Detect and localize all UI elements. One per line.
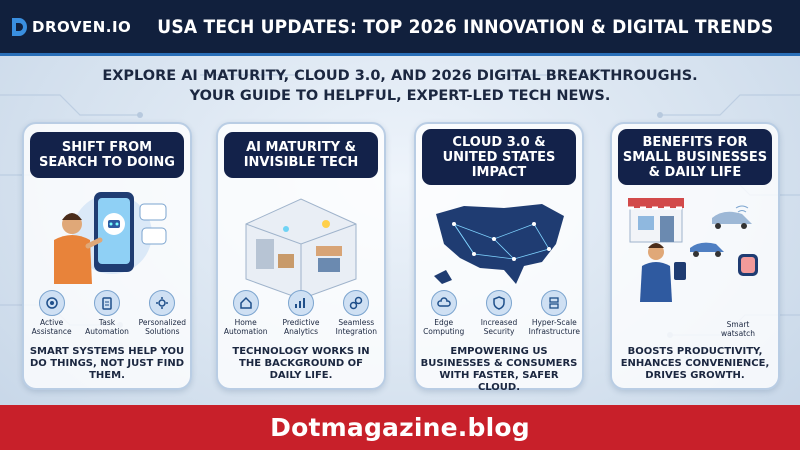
- feature-personalized-solutions: Personalized Solutions: [136, 290, 188, 336]
- gear-icon: [149, 290, 176, 316]
- cloud-icon: [430, 290, 457, 316]
- card-search-to-doing: SHIFT FROM SEARCH TO DOING Active Assist…: [22, 122, 192, 390]
- clipboard-icon: [93, 290, 120, 316]
- feature-label: Edge Computing: [423, 318, 465, 336]
- feature-label: Increased Security: [480, 318, 518, 336]
- feature-label: Seamless Integration: [335, 318, 377, 336]
- shield-icon: [485, 290, 512, 316]
- brand-logo[interactable]: DROVEN.IO: [10, 16, 131, 38]
- feature-icons: Smart watsatch: [612, 290, 778, 338]
- home-icon: [232, 290, 259, 316]
- card-small-business-benefits: BENEFITS FOR SMALL BUSINESSES & DAILY LI…: [610, 122, 780, 390]
- smart-home-illustration: [245, 198, 357, 300]
- site-name[interactable]: Dotmagazine.blog: [270, 413, 530, 442]
- feature-label: Smart watsatch: [721, 320, 755, 338]
- feature-edge-computing: Edge Computing: [418, 290, 470, 336]
- droven-logo-icon: [12, 17, 27, 36]
- feature-label: Hyper-Scale Infrastructure: [528, 318, 580, 336]
- card-summary: EMPOWERING US BUSINESSES & CONSUMERS WIT…: [420, 346, 578, 393]
- server-icon: [541, 290, 568, 316]
- feature-smartwatch: Smart watsatch: [712, 318, 764, 338]
- small-business-illustration: [628, 198, 758, 302]
- feature-icons: Active Assistance Task Automation Person…: [24, 290, 190, 336]
- card-summary: TECHNOLOGY WORKS IN THE BACKGROUND OF DA…: [232, 346, 370, 381]
- feature-increased-security: Increased Security: [473, 290, 525, 336]
- page-title: USA TECH UPDATES: TOP 2026 INNOVATION & …: [157, 15, 774, 38]
- feature-label: Home Automation: [223, 318, 268, 336]
- feature-predictive-analytics: Predictive Analytics: [275, 290, 327, 336]
- intro-line-2: YOUR GUIDE TO HELPFUL, EXPERT-LED TECH N…: [189, 88, 611, 104]
- feature-label: Active Assistance: [31, 318, 72, 336]
- card-title: SHIFT FROM SEARCH TO DOING: [30, 132, 184, 178]
- feature-label: Personalized Solutions: [138, 318, 186, 336]
- card-title: BENEFITS FOR SMALL BUSINESSES & DAILY LI…: [618, 129, 772, 185]
- intro-line-1: EXPLORE AI MATURITY, CLOUD 3.0, AND 2026…: [102, 68, 698, 84]
- feature-home-automation: Home Automation: [220, 290, 272, 336]
- feature-label: Task Automation: [85, 318, 129, 336]
- feature-active-assistance: Active Assistance: [26, 290, 78, 336]
- us-map-network-illustration: [434, 204, 564, 284]
- card-cloud-us-impact: CLOUD 3.0 & UNITED STATES IMPACT Edge Co…: [414, 122, 584, 393]
- logo-text: DROVEN.IO: [32, 17, 132, 36]
- footer-banner: Dotmagazine.blog: [0, 405, 800, 450]
- feature-icons: Edge Computing Increased Security Hyper-…: [416, 290, 582, 336]
- feature-label: Predictive Analytics: [282, 318, 320, 336]
- feature-hyper-scale-infrastructure: Hyper-Scale Infrastructure: [528, 290, 580, 336]
- link-icon: [343, 290, 370, 316]
- card-ai-maturity: AI MATURITY & INVISIBLE TECH Home Automa…: [216, 122, 386, 390]
- chart-icon: [287, 290, 314, 316]
- card-title: AI MATURITY & INVISIBLE TECH: [224, 132, 378, 178]
- feature-seamless-integration: Seamless Integration: [330, 290, 382, 336]
- feature-icons: Home Automation Predictive Analytics Sea…: [218, 290, 384, 336]
- card-title: CLOUD 3.0 & UNITED STATES IMPACT: [422, 129, 576, 185]
- target-icon: [38, 290, 65, 316]
- card-summary: BOOSTS PRODUCTIVITY, ENHANCES CONVENIENC…: [620, 346, 770, 381]
- card-summary: SMART SYSTEMS HELP YOU DO THINGS, NOT JU…: [29, 346, 185, 381]
- person-phone-robot-illustration: [54, 192, 167, 284]
- feature-task-automation: Task Automation: [81, 290, 133, 336]
- header-bar: DROVEN.IO USA TECH UPDATES: TOP 2026 INN…: [0, 0, 800, 56]
- intro-text: EXPLORE AI MATURITY, CLOUD 3.0, AND 2026…: [0, 66, 800, 106]
